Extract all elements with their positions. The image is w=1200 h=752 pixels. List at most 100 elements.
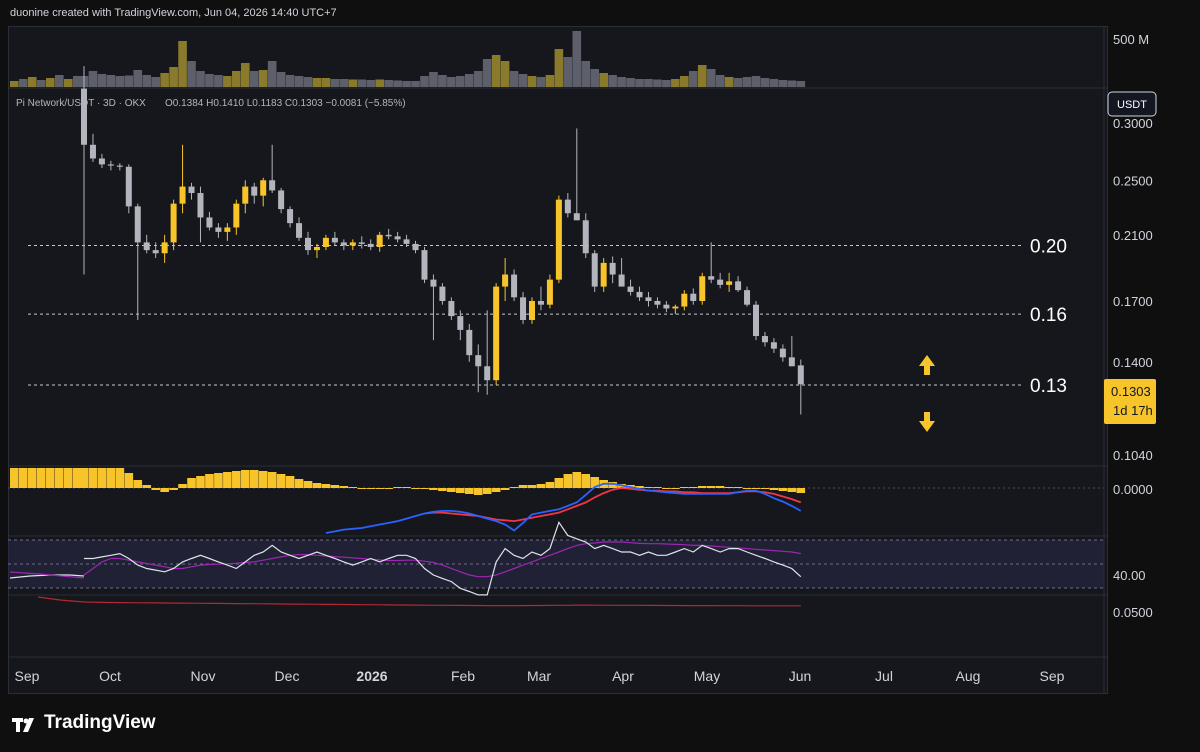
candle-body: [663, 304, 670, 309]
macd-hist-bar: [438, 488, 447, 491]
candle-body: [573, 213, 580, 221]
ohlc-legend: O0.1384 H0.1410 L0.1183 C0.1303 −0.0081 …: [165, 98, 406, 109]
macd-hist-bar: [697, 486, 707, 488]
candle-body: [385, 234, 392, 237]
volume-bar: [688, 71, 698, 87]
macd-hist-bar: [769, 488, 779, 490]
level-label: 0.16: [1030, 305, 1067, 326]
down-arrow-icon: [919, 412, 935, 432]
volume-bar: [742, 77, 752, 87]
symbol-legend[interactable]: Pi Network/USDT · 3D · OKX: [16, 98, 146, 109]
macd-hist-bar: [19, 468, 28, 488]
candle-body: [537, 300, 544, 305]
volume-bar: [626, 78, 635, 87]
volume-bar: [330, 79, 340, 87]
candle-body: [296, 223, 303, 238]
candle-body: [305, 237, 311, 251]
candlesticks[interactable]: [81, 66, 804, 415]
candle-body: [215, 227, 222, 232]
time-axis[interactable]: Sep Oct Nov Dec 2026 Feb Mar Apr May Jun Jul Aug Sep: [15, 668, 1065, 684]
level-label: 0.20: [1030, 236, 1067, 257]
volume-bar: [662, 80, 671, 87]
candle-body: [161, 242, 168, 254]
time-tick-label: Mar: [527, 668, 551, 684]
candle-body: [511, 274, 518, 298]
macd-hist-bar: [581, 474, 591, 488]
macd-hist-bar: [447, 488, 456, 492]
volume-bar: [178, 41, 187, 87]
candle-body: [313, 246, 320, 251]
macd-hist-bar: [411, 488, 420, 489]
candle-body: [367, 243, 374, 247]
volume-bar: [321, 78, 331, 87]
volume-bar: [473, 71, 483, 87]
volume-bar: [28, 77, 37, 87]
currency-badge[interactable]: [1107, 91, 1157, 117]
candle-body: [636, 291, 643, 298]
candle-body: [188, 186, 195, 194]
macd-hist-bar: [267, 472, 277, 488]
volume-bar: [617, 77, 626, 87]
candle-body: [322, 237, 329, 247]
macd-hist-bar: [285, 476, 295, 488]
volume-bar: [751, 76, 761, 87]
candle-body: [609, 262, 616, 275]
volume-bar: [133, 70, 143, 87]
time-tick-label: Oct: [99, 668, 121, 684]
macd-hist-bar: [456, 488, 465, 493]
candle-body: [591, 253, 598, 287]
volume-bar: [64, 79, 73, 87]
macd-hist-bar: [160, 488, 169, 492]
candle-body: [690, 293, 697, 301]
macd-hist-bar: [169, 488, 178, 490]
candle-body: [717, 279, 724, 285]
volume-bar: [482, 59, 492, 87]
tradingview-logo[interactable]: TradingView: [12, 712, 156, 734]
candle-body: [672, 306, 679, 309]
candle-body: [134, 206, 141, 243]
price-axis[interactable]: 0.3000 0.2500 0.2100 0.1700 0.1400 0.1040: [1113, 116, 1153, 463]
candle-body: [152, 250, 159, 254]
volume-bar: [97, 74, 107, 87]
candle-body: [753, 304, 759, 337]
volume-bar: [599, 73, 608, 87]
candle-body: [287, 209, 294, 224]
macd-hist-bar: [124, 473, 134, 488]
volume-bar: [653, 79, 662, 87]
price-tick-label: 0.1040: [1113, 448, 1153, 463]
candle-body: [197, 193, 204, 218]
candle-body: [770, 342, 777, 349]
bottom-axis-label: 0.0500: [1113, 605, 1153, 620]
volume-bar: [240, 63, 250, 87]
macd-hist-bar: [429, 488, 438, 490]
volume-bar: [160, 73, 169, 87]
volume-bar: [285, 75, 295, 87]
tradingview-brand: TradingView: [44, 712, 156, 733]
candle-body: [555, 199, 562, 280]
volume-bar: [357, 79, 367, 87]
volume-bar: [276, 72, 286, 87]
candle-body: [761, 336, 768, 343]
candle-body: [278, 190, 285, 210]
candle-body: [564, 199, 571, 214]
macd-histogram: [10, 468, 806, 495]
candle-body: [107, 164, 114, 166]
candle-body: [269, 180, 276, 191]
time-tick-label: Aug: [956, 668, 981, 684]
volume-bar: [671, 79, 680, 87]
macd-hist-bar: [196, 476, 205, 488]
volume-bar: [151, 77, 160, 87]
macd-hist-bar: [715, 486, 725, 488]
macd-hist-bar: [294, 479, 304, 488]
volume-bar: [366, 80, 376, 87]
volume-bar: [644, 79, 653, 87]
candle-body: [233, 203, 240, 228]
current-price-label: 0.1303: [1111, 384, 1151, 399]
macd-hist-bar: [106, 468, 116, 488]
macd-hist-bar: [742, 488, 752, 489]
macd-hist-bar: [115, 468, 125, 488]
volume-bar: [142, 75, 152, 87]
candle-body: [125, 166, 132, 207]
macd-hist-bar: [223, 472, 232, 488]
